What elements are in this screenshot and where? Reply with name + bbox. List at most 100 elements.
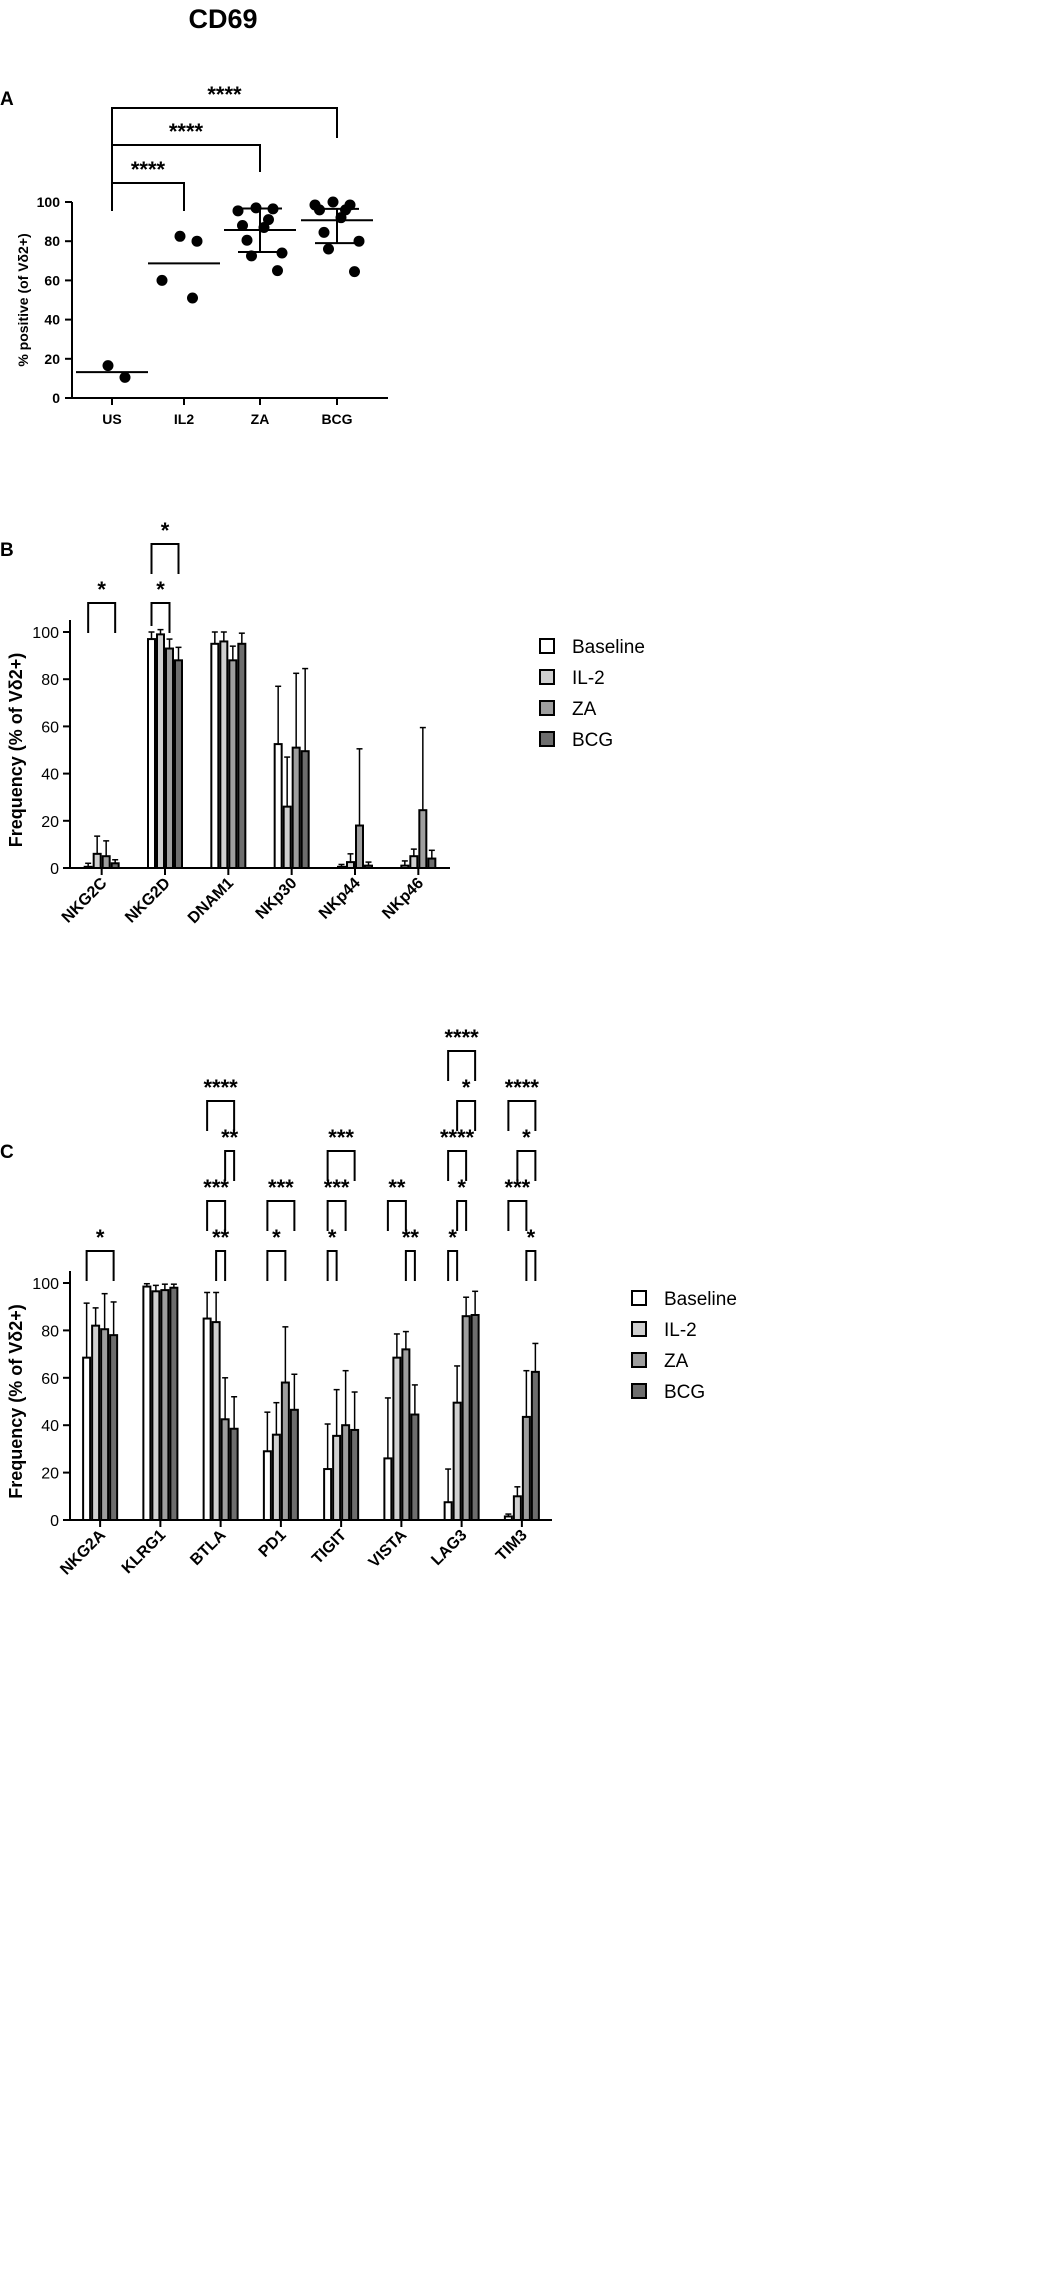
- x-tick-label-nkp30: NKp30: [253, 875, 301, 923]
- x-tick-label-nkp46: NKp46: [379, 875, 427, 923]
- significance-label: *: [527, 1225, 536, 1250]
- bar-pd1-za: [280, 1381, 290, 1522]
- data-point-il2: [191, 235, 203, 247]
- bar-tigit-bcg: [350, 1428, 360, 1521]
- bar-lag3-baseline: [443, 1501, 453, 1521]
- bar-tigit-il-2: [332, 1434, 342, 1521]
- x-tick-label-il2: IL2: [174, 411, 194, 427]
- significance-label: *: [272, 1225, 281, 1250]
- data-point-za: [272, 265, 283, 277]
- bar-vista-baseline: [383, 1457, 393, 1522]
- y-axis-label: Frequency (% of Vδ2+): [6, 1304, 26, 1498]
- x-tick-label-klrg1: KLRG1: [119, 1527, 169, 1577]
- significance-label: *: [457, 1175, 466, 1200]
- bar-lag3-za: [461, 1315, 471, 1522]
- significance-label: ***: [328, 1125, 354, 1150]
- significance-label: **: [221, 1125, 239, 1150]
- data-point-bcg: [327, 196, 339, 208]
- bar-tim3-il-2: [512, 1495, 522, 1522]
- significance-bracket: [326, 1250, 338, 1281]
- y-tick-label: 60: [41, 1371, 59, 1388]
- significance-bracket: [215, 1250, 227, 1281]
- significance-bracket: [150, 602, 171, 633]
- x-tick-label-tim3: TIM3: [493, 1527, 531, 1565]
- x-tick-label-pd1: PD1: [256, 1527, 290, 1561]
- panel-letter-c: C: [0, 1142, 14, 1163]
- x-tick-label-nkg2d: NKG2D: [122, 875, 174, 927]
- significance-bracket: [206, 1200, 227, 1231]
- legend-label-il-2: IL-2: [664, 1320, 697, 1341]
- y-tick-label: 40: [44, 312, 60, 328]
- y-axis-label: Frequency (% of Vδ2+): [6, 653, 26, 847]
- bar-pd1-il-2: [271, 1433, 281, 1522]
- significance-bracket: [516, 1150, 537, 1181]
- significance-bracket: [447, 1050, 477, 1081]
- bar-nkg2d-il-2: [156, 633, 165, 869]
- bar-nkp46-baseline: [400, 864, 410, 870]
- significance-bracket: [386, 1200, 407, 1231]
- significance-bracket: [447, 1250, 459, 1281]
- y-tick-label: 20: [41, 814, 59, 831]
- x-tick-label-btla: BTLA: [187, 1526, 229, 1568]
- bar-klrg1-il-2: [151, 1290, 161, 1522]
- significance-bracket: [525, 1250, 537, 1281]
- y-tick-label: 20: [41, 1466, 59, 1483]
- legend-swatch-za: [539, 700, 555, 716]
- significance-bracket: [111, 107, 338, 186]
- significance-bracket: [224, 1150, 236, 1181]
- bar-nkg2c-bcg: [110, 862, 120, 870]
- bar-nkp30-baseline: [273, 743, 283, 869]
- bar-btla-il-2: [211, 1321, 221, 1521]
- data-point-il2: [156, 274, 168, 286]
- x-tick-label-vista: VISTA: [366, 1526, 411, 1571]
- legend-swatch-bcg: [631, 1383, 647, 1399]
- bar-nkp46-za: [418, 809, 428, 869]
- bar-tigit-baseline: [323, 1468, 333, 1522]
- bar-vista-bcg: [410, 1413, 420, 1522]
- significance-bracket: [404, 1250, 416, 1281]
- bar-lag3-il-2: [452, 1401, 462, 1522]
- bar-vista-za: [401, 1348, 411, 1521]
- significance-bracket: [266, 1250, 287, 1281]
- significance-label: ***: [268, 1175, 294, 1200]
- panel-letter-a: A: [0, 89, 14, 110]
- significance-label: *: [462, 1075, 471, 1100]
- significance-label: *: [448, 1225, 457, 1250]
- bar-nkp46-bcg: [427, 857, 437, 869]
- bar-nkg2c-il-2: [92, 852, 102, 870]
- y-tick-label: 0: [50, 861, 59, 878]
- x-tick-label-us: US: [102, 411, 121, 427]
- bar-tim3-baseline: [503, 1515, 513, 1521]
- significance-bracket: [507, 1100, 537, 1131]
- legend-swatch-il-2: [631, 1321, 647, 1337]
- data-point-il2: [174, 230, 186, 242]
- data-point-za: [241, 234, 253, 246]
- bar-btla-za: [220, 1418, 230, 1522]
- significance-bracket: [111, 182, 185, 211]
- figure-title: CD69: [188, 4, 257, 34]
- significance-label: *: [97, 577, 106, 602]
- significance-bracket: [150, 543, 180, 574]
- significance-bracket: [326, 1150, 356, 1181]
- y-tick-label: 60: [41, 719, 59, 736]
- x-tick-label-tigit: TIGIT: [309, 1527, 350, 1568]
- bar-btla-baseline: [202, 1317, 212, 1522]
- significance-label: *: [328, 1225, 337, 1250]
- legend-label-baseline: Baseline: [572, 637, 645, 658]
- significance-label: ****: [445, 1025, 480, 1050]
- bar-pd1-baseline: [262, 1450, 272, 1522]
- bar-nkg2d-za: [165, 647, 174, 870]
- legend-swatch-za: [631, 1352, 647, 1368]
- legend-label-bcg: BCG: [664, 1382, 705, 1403]
- legend-label-baseline: Baseline: [664, 1289, 737, 1310]
- legend-label-za: ZA: [664, 1351, 689, 1372]
- bar-nkg2c-za: [101, 855, 111, 870]
- bar-nkp30-il-2: [282, 805, 292, 870]
- significance-label: *: [156, 577, 165, 602]
- significance-label: ****: [207, 82, 242, 107]
- bar-nkp44-il-2: [346, 861, 355, 869]
- legend-label-za: ZA: [572, 699, 597, 720]
- bar-nkp46-il-2: [409, 855, 419, 870]
